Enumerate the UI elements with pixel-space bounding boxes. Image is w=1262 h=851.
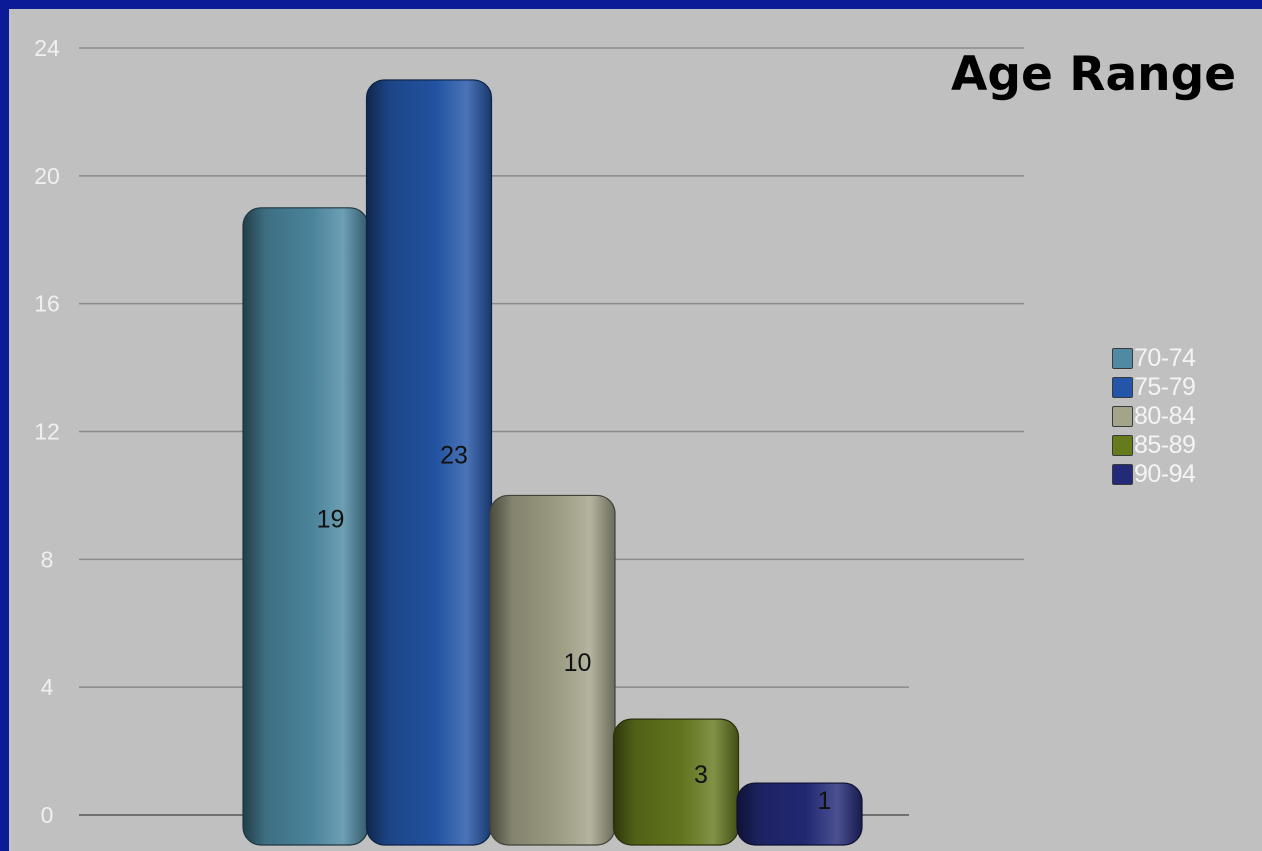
legend-item: 90-94 <box>1112 460 1196 489</box>
legend-item: 80-84 <box>1112 402 1196 431</box>
bar-80-84 <box>489 494 616 846</box>
data-label: 10 <box>564 649 592 677</box>
bar-75-79 <box>365 79 493 846</box>
legend-item: 75-79 <box>1112 373 1196 402</box>
legend-swatch <box>1112 464 1133 485</box>
chart-frame: 0 4 8 12 16 20 24 19 23 10 3 1 Age Range 70-74 75-7… <box>9 9 1262 851</box>
data-label: 19 <box>317 505 345 533</box>
legend-label: 85-89 <box>1134 431 1196 459</box>
legend-label: 75-79 <box>1134 373 1196 401</box>
bar-chart: 0 4 8 12 16 20 24 19 23 10 3 1 <box>34 35 1024 846</box>
legend-item: 85-89 <box>1112 431 1196 460</box>
legend-swatch <box>1112 377 1133 398</box>
legend-label: 90-94 <box>1134 460 1196 488</box>
legend: 70-74 75-79 80-84 85-89 90-94 <box>1112 344 1196 489</box>
y-axis-ticks: 0 4 8 12 16 20 24 <box>34 35 60 828</box>
y-tick-label: 20 <box>34 163 60 189</box>
legend-item: 70-74 <box>1112 344 1196 373</box>
bar-70-74 <box>242 207 369 846</box>
y-tick-label: 0 <box>41 802 54 828</box>
legend-swatch <box>1112 406 1133 427</box>
y-tick-label: 4 <box>41 674 54 700</box>
legend-label: 80-84 <box>1134 402 1196 430</box>
y-tick-label: 24 <box>34 35 60 61</box>
legend-swatch <box>1112 435 1133 456</box>
data-label: 23 <box>440 441 468 469</box>
bars <box>242 79 863 846</box>
bar-90-94 <box>736 782 863 846</box>
data-label: 3 <box>694 761 708 789</box>
legend-label: 70-74 <box>1134 344 1196 372</box>
y-tick-label: 12 <box>34 419 60 445</box>
chart-title: Age Range <box>951 47 1237 102</box>
legend-swatch <box>1112 348 1133 369</box>
data-label: 1 <box>818 787 832 815</box>
y-tick-label: 8 <box>41 546 54 572</box>
data-labels: 19 23 10 3 1 <box>317 441 832 815</box>
bar-85-89 <box>612 718 740 846</box>
y-tick-label: 16 <box>34 291 60 317</box>
